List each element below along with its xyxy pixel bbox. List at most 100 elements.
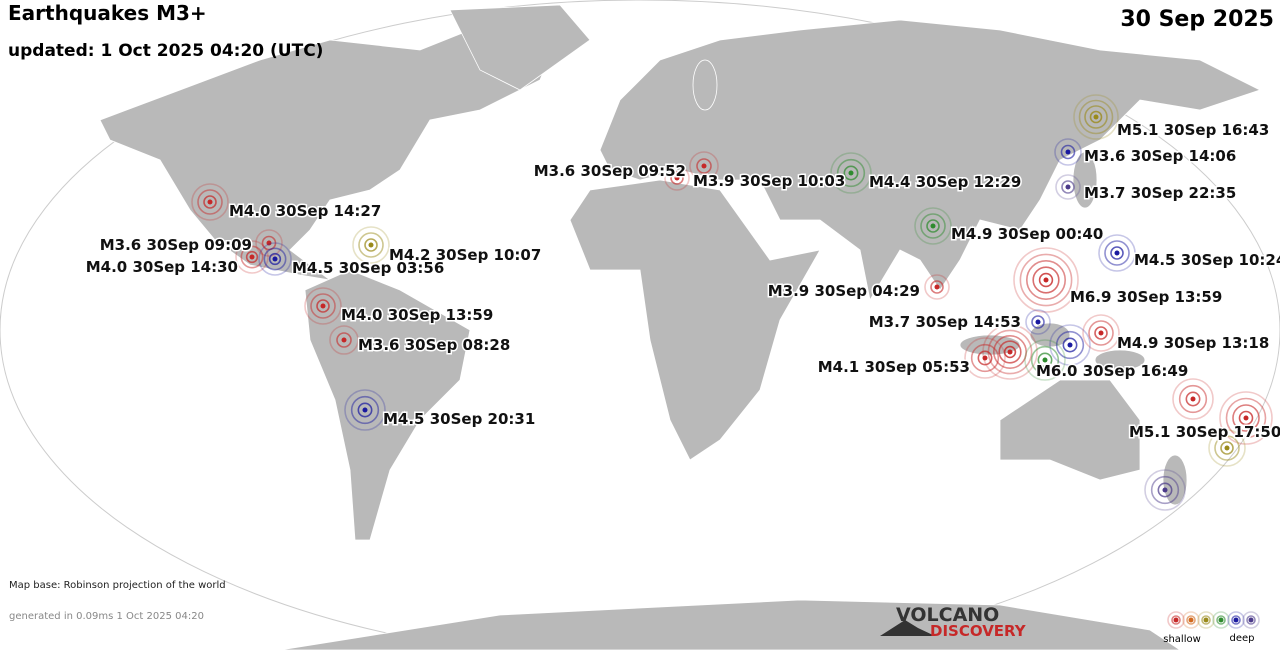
quake-ring bbox=[1171, 615, 1181, 625]
legend-shallow: shallow bbox=[1163, 634, 1201, 645]
quake-ring bbox=[1019, 253, 1073, 307]
quake-ring bbox=[1055, 330, 1085, 360]
quake-label: M4.5 30Sep 20:31 bbox=[383, 410, 535, 428]
quake-center bbox=[1098, 330, 1104, 336]
quake-ring bbox=[255, 229, 283, 257]
quake-ring bbox=[1049, 324, 1091, 366]
quake-label: M3.6 30Sep 09:52 bbox=[534, 162, 686, 180]
quake-label: M3.6 30Sep 09:09 bbox=[100, 236, 252, 254]
quake-label: M5.1 30Sep 17:50 bbox=[1129, 423, 1280, 441]
quake-label: M6.9 30Sep 13:59 bbox=[1070, 288, 1222, 306]
quake-ring bbox=[1025, 309, 1051, 335]
quake-center bbox=[674, 175, 680, 181]
quake-ring bbox=[1089, 110, 1103, 124]
island bbox=[1162, 454, 1188, 506]
quake-ring bbox=[1061, 180, 1075, 194]
quake-ring bbox=[1197, 611, 1215, 629]
quake-ring bbox=[1003, 345, 1017, 359]
quake-center bbox=[1218, 617, 1224, 623]
quake-ring bbox=[263, 247, 287, 271]
quake-center bbox=[1243, 415, 1249, 421]
quake-center bbox=[982, 355, 988, 361]
quake-ring bbox=[924, 274, 950, 300]
quake-ring bbox=[203, 195, 217, 209]
quake-center bbox=[1162, 487, 1168, 493]
map-base: Map base: Robinson projection of the wor… bbox=[9, 580, 226, 591]
quake-ring bbox=[1157, 482, 1173, 498]
quake-ring bbox=[1201, 615, 1211, 625]
quake-ring bbox=[1078, 99, 1114, 135]
quake-ring bbox=[1182, 611, 1200, 629]
quake-ring bbox=[1088, 320, 1114, 346]
quake-ring bbox=[1060, 144, 1076, 160]
quake-ring bbox=[1232, 404, 1260, 432]
quake-ring bbox=[1208, 429, 1246, 467]
date: 30 Sep 2025 bbox=[1120, 7, 1274, 32]
quake-center bbox=[1043, 277, 1049, 283]
quake-ring bbox=[329, 325, 359, 355]
quake-ring bbox=[245, 250, 259, 264]
quake-ring bbox=[1242, 611, 1260, 629]
quake-ring bbox=[358, 232, 384, 258]
quake-ring bbox=[1032, 266, 1060, 294]
quake-ring bbox=[364, 238, 378, 252]
title: Earthquakes M3+ bbox=[8, 1, 207, 25]
quake-ring bbox=[843, 165, 859, 181]
quake-center bbox=[266, 240, 272, 246]
quake-ring bbox=[304, 287, 342, 325]
quake-center bbox=[1093, 114, 1099, 120]
quake-ring bbox=[1030, 345, 1060, 375]
quake-ring bbox=[258, 242, 292, 276]
quake-ring bbox=[1098, 234, 1136, 272]
africa bbox=[569, 179, 821, 461]
quake-ring bbox=[1110, 246, 1124, 260]
quake-center bbox=[368, 242, 374, 248]
quake-ring bbox=[914, 207, 952, 245]
south-america bbox=[304, 269, 471, 541]
quake-ring bbox=[1214, 435, 1240, 461]
generated: generated in 0.09ms 1 Oct 2025 04:20 bbox=[9, 611, 204, 622]
quake-center bbox=[848, 170, 854, 176]
quake-ring bbox=[992, 334, 1027, 369]
australia bbox=[999, 379, 1141, 481]
logo-icon bbox=[880, 620, 935, 636]
quake-label: M3.6 30Sep 08:28 bbox=[358, 336, 510, 354]
quake-ring bbox=[830, 152, 872, 194]
quake-ring bbox=[1246, 615, 1256, 625]
quake-ring bbox=[1231, 615, 1241, 625]
quake-ring bbox=[1054, 138, 1082, 166]
quake-ring bbox=[191, 183, 229, 221]
quake-label: M3.6 30Sep 14:06 bbox=[1084, 147, 1236, 165]
logo-line1: VOLCANO bbox=[896, 604, 999, 626]
quake-ring bbox=[1013, 247, 1079, 313]
quake-ring bbox=[930, 280, 944, 294]
quake-ring bbox=[352, 226, 390, 264]
legend-deep: deep bbox=[1230, 633, 1255, 644]
quake-ring bbox=[998, 340, 1022, 364]
quake-ring bbox=[977, 350, 993, 366]
quake-ring bbox=[350, 395, 380, 425]
quake-label: M4.0 30Sep 14:27 bbox=[229, 202, 381, 220]
quake-ring bbox=[1037, 352, 1053, 368]
quake-label: M3.9 30Sep 10:03 bbox=[693, 172, 845, 190]
quake-label: M3.9 30Sep 04:29 bbox=[768, 282, 920, 300]
quake-ring bbox=[1186, 615, 1196, 625]
quake-label: M4.5 30Sep 10:24 bbox=[1134, 251, 1280, 269]
quake-ring bbox=[268, 252, 282, 266]
quake-center bbox=[341, 337, 347, 343]
quake-ring bbox=[1216, 615, 1226, 625]
quake-ring bbox=[197, 189, 223, 215]
quake-ring bbox=[1172, 378, 1214, 420]
quake-label: M4.0 30Sep 14:30 bbox=[86, 258, 238, 276]
north-america bbox=[99, 29, 561, 281]
quake-ring bbox=[664, 165, 690, 191]
quake-center bbox=[1035, 319, 1041, 325]
quake-center bbox=[249, 254, 255, 260]
quake-ring bbox=[261, 235, 277, 251]
quake-ring bbox=[1238, 410, 1254, 426]
quake-ring bbox=[1219, 391, 1273, 445]
quake-ring bbox=[1144, 469, 1186, 511]
quake-ring bbox=[970, 343, 1000, 373]
quake-ring bbox=[1150, 475, 1180, 505]
quake-center bbox=[1203, 617, 1209, 623]
